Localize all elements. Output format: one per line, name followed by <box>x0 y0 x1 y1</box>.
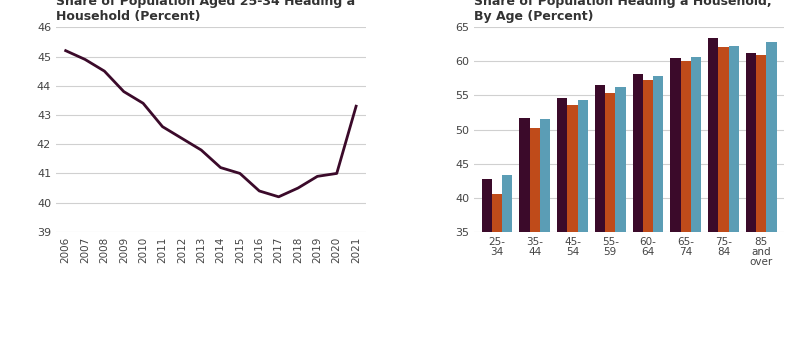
Bar <box>492 194 502 341</box>
Text: Share of Population Aged 25-34 Heading a
Household (Percent): Share of Population Aged 25-34 Heading a… <box>56 0 355 23</box>
Bar <box>605 93 615 341</box>
Bar <box>530 128 540 341</box>
Bar <box>708 38 718 341</box>
Bar <box>653 76 663 341</box>
Bar <box>633 74 643 341</box>
Bar <box>643 80 653 341</box>
Bar <box>718 47 729 341</box>
Bar <box>766 42 777 341</box>
Bar <box>681 61 691 341</box>
Bar <box>729 46 739 341</box>
Bar <box>595 85 605 341</box>
Bar <box>557 98 567 341</box>
Bar <box>567 105 578 341</box>
Text: Share of Population Heading a Household,
By Age (Percent): Share of Population Heading a Household,… <box>474 0 772 23</box>
Bar <box>746 53 756 341</box>
Bar <box>540 119 550 341</box>
Bar <box>482 179 492 341</box>
Bar <box>519 118 530 341</box>
Bar <box>756 55 766 341</box>
Bar <box>670 58 681 341</box>
Bar <box>691 57 701 341</box>
Bar <box>502 175 512 341</box>
Bar <box>615 87 626 341</box>
Bar <box>578 100 588 341</box>
